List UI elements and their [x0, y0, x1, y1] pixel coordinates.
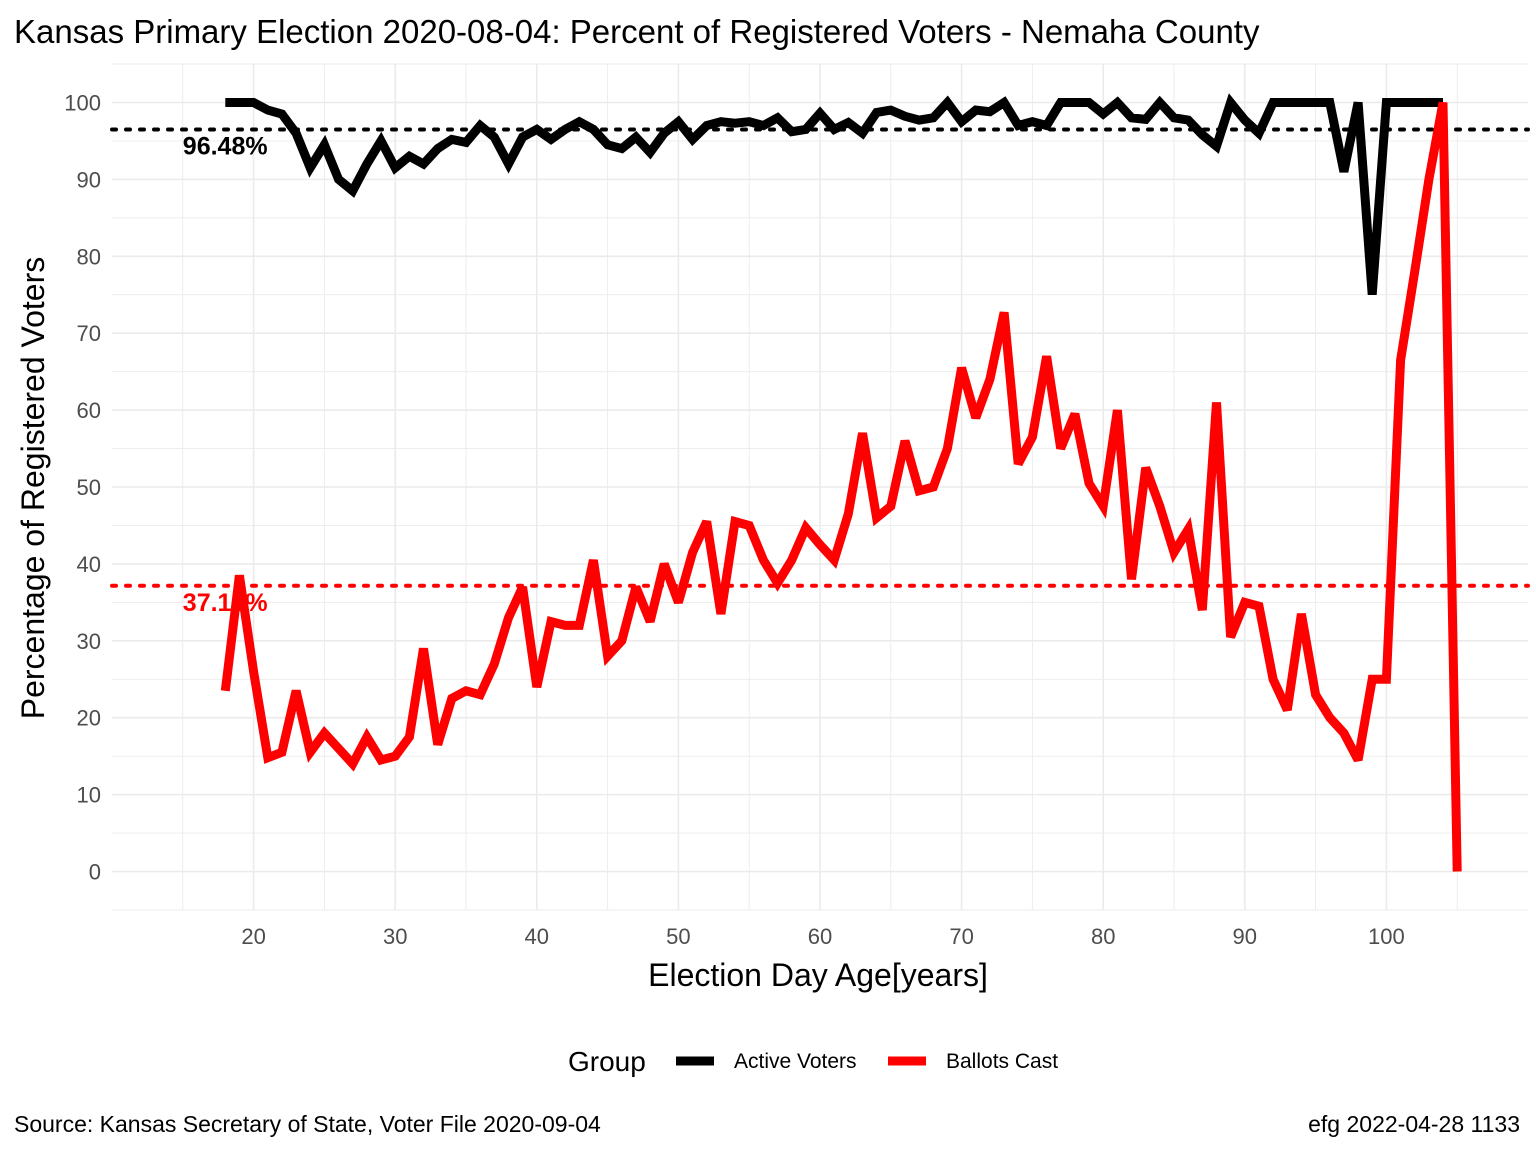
x-tick-label: 80 — [1091, 924, 1115, 949]
y-tick-label: 60 — [77, 398, 101, 423]
legend-label: Ballots Cast — [946, 1050, 1058, 1073]
legend: Group Active Voters Ballots Cast — [568, 1046, 1058, 1077]
x-tick-label: 30 — [383, 924, 407, 949]
chart-title: Kansas Primary Election 2020-08-04: Perc… — [14, 13, 1260, 50]
mean-reference-labels: 96.48% 37.16% — [183, 133, 268, 617]
y-tick-label: 50 — [77, 475, 101, 500]
series-line — [225, 93, 1443, 296]
legend-label: Active Voters — [734, 1050, 857, 1073]
series-lines — [220, 93, 1462, 872]
y-tick-label: 40 — [77, 552, 101, 577]
y-tick-label: 80 — [77, 244, 101, 269]
y-tick-label: 90 — [77, 167, 101, 192]
grid — [112, 63, 1528, 911]
credit-caption: efg 2022-04-28 1133 — [1308, 1111, 1520, 1137]
x-tick-label: 70 — [949, 924, 973, 949]
y-tick-label: 20 — [77, 706, 101, 731]
y-tick-label: 0 — [89, 860, 101, 885]
series-line — [220, 101, 1462, 872]
legend-title: Group — [568, 1046, 646, 1077]
y-axis-tick-labels: 0 10 20 30 40 50 60 70 80 90 100 — [64, 90, 101, 884]
x-axis-tick-labels: 20 30 40 50 60 70 80 90 100 — [241, 924, 1404, 949]
y-tick-label: 70 — [77, 321, 101, 346]
mean-reference-lines — [110, 127, 1530, 588]
y-tick-label: 100 — [64, 90, 101, 115]
y-tick-label: 10 — [77, 783, 101, 808]
x-tick-label: 40 — [525, 924, 549, 949]
x-tick-label: 20 — [241, 924, 265, 949]
source-caption: Source: Kansas Secretary of State, Voter… — [14, 1111, 601, 1137]
y-axis-title: Percentage of Registered Voters — [15, 257, 51, 720]
x-tick-label: 50 — [666, 924, 690, 949]
x-tick-label: 100 — [1368, 924, 1405, 949]
mean-label: 37.16% — [183, 589, 268, 617]
x-tick-label: 90 — [1233, 924, 1257, 949]
x-axis-title: Election Day Age[years] — [648, 957, 988, 993]
mean-label: 96.48% — [183, 133, 268, 161]
x-tick-label: 60 — [808, 924, 832, 949]
y-tick-label: 30 — [77, 629, 101, 654]
